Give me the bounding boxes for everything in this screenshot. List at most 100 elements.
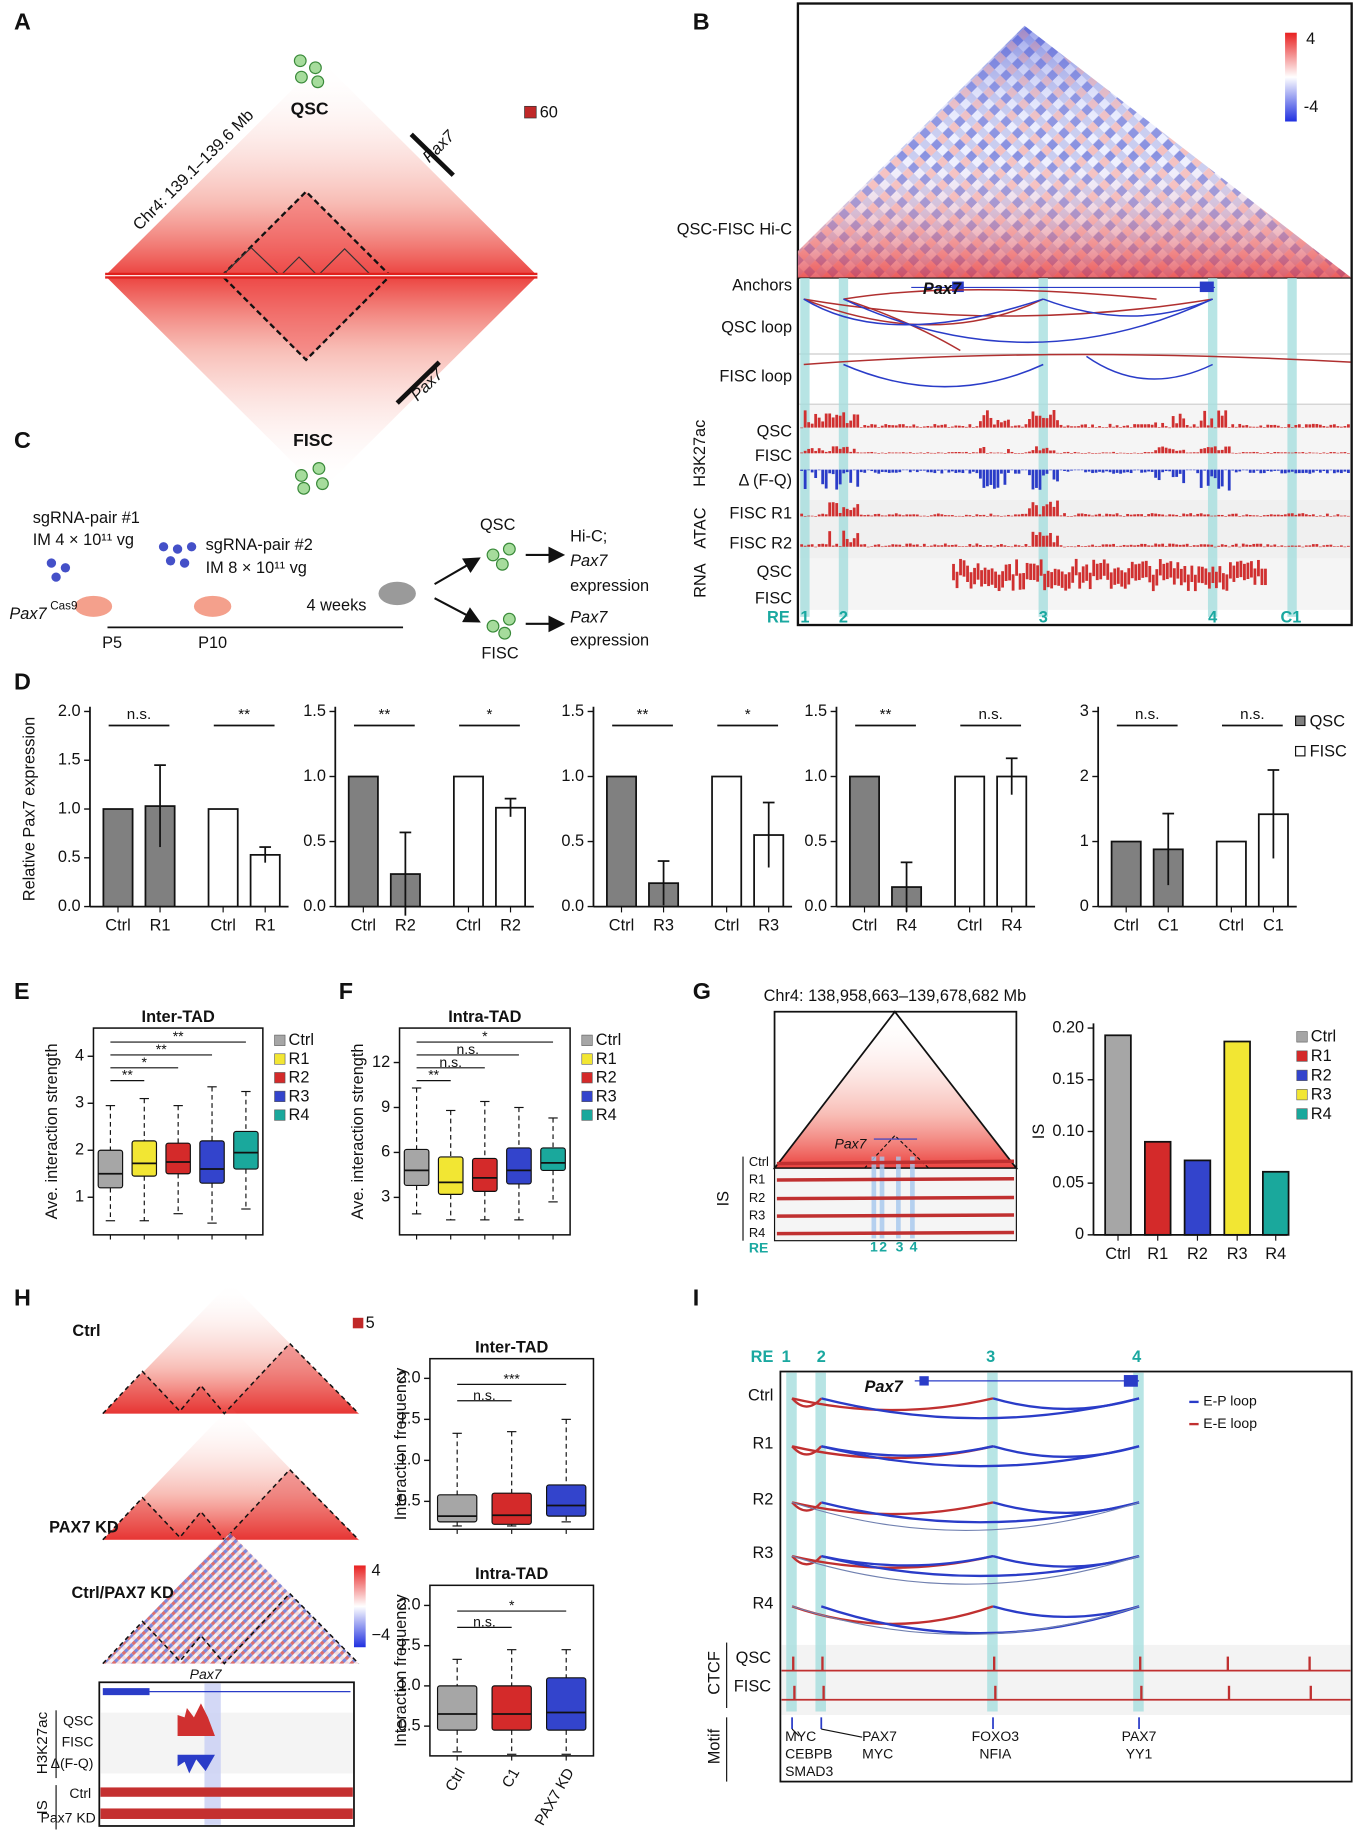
track-signal bbox=[1343, 469, 1347, 472]
track-signal bbox=[1147, 424, 1151, 428]
track-signal bbox=[1280, 545, 1284, 547]
track-signal bbox=[1213, 546, 1217, 548]
label: FISC bbox=[293, 430, 333, 450]
track-signal bbox=[912, 544, 916, 547]
track-signal bbox=[1136, 514, 1140, 517]
significance-label: * bbox=[142, 1054, 148, 1070]
significance-label: ** bbox=[156, 1041, 167, 1057]
track-signal bbox=[982, 546, 986, 547]
legend-swatch bbox=[1296, 1050, 1308, 1062]
track-signal bbox=[1332, 424, 1336, 428]
track-signal bbox=[803, 545, 807, 547]
loop-arc bbox=[791, 1501, 1140, 1531]
label: IS bbox=[34, 1800, 51, 1814]
track-signal bbox=[1336, 426, 1340, 428]
x-tick-label: R1 bbox=[255, 917, 276, 935]
track-signal bbox=[845, 446, 849, 454]
legend-label: Ctrl bbox=[1311, 1028, 1336, 1046]
track-signal bbox=[1182, 469, 1186, 484]
track-signal bbox=[1332, 515, 1336, 517]
track-signal bbox=[1236, 561, 1239, 578]
track-signal bbox=[1052, 410, 1056, 428]
label: Pax7 bbox=[865, 1378, 904, 1396]
track-signal bbox=[1227, 469, 1231, 491]
label: CTCF bbox=[705, 1651, 723, 1695]
track-signal bbox=[1214, 571, 1218, 589]
track-signal bbox=[1283, 452, 1287, 454]
y-tick-label: 3 bbox=[75, 1094, 84, 1112]
track-signal bbox=[933, 452, 937, 454]
track-signal bbox=[1060, 571, 1064, 588]
label: 2 bbox=[817, 1348, 826, 1366]
track-signal bbox=[947, 515, 951, 517]
track-signal bbox=[870, 469, 874, 472]
track-signal bbox=[950, 452, 954, 454]
track-signal bbox=[1241, 452, 1245, 454]
box bbox=[165, 1142, 191, 1175]
track-signal bbox=[1227, 427, 1231, 428]
track-signal bbox=[1140, 452, 1144, 454]
bar bbox=[996, 775, 1028, 908]
track-signal bbox=[1010, 451, 1014, 454]
track-signal bbox=[1304, 514, 1308, 517]
label: 4 bbox=[372, 1562, 381, 1580]
track-signal bbox=[1049, 501, 1052, 517]
track-signal bbox=[1070, 426, 1073, 428]
track-signal bbox=[1008, 564, 1012, 581]
track-signal bbox=[1315, 424, 1319, 428]
track-signal bbox=[1073, 515, 1077, 517]
y-axis-label: Ave. interaction strength bbox=[43, 1043, 61, 1219]
track-signal bbox=[993, 1656, 996, 1671]
label: RE bbox=[751, 1348, 774, 1366]
track-signal bbox=[1204, 568, 1208, 585]
y-tick-label: 0.5 bbox=[398, 1492, 421, 1510]
y-tick-label: 1.5 bbox=[58, 751, 81, 769]
loop-arc bbox=[992, 1397, 1140, 1411]
label: FISC R2 bbox=[729, 535, 792, 553]
track-signal bbox=[1325, 513, 1329, 517]
track-signal bbox=[1045, 535, 1049, 547]
track-signal bbox=[933, 544, 937, 547]
track-signal bbox=[1024, 452, 1028, 454]
track-signal bbox=[831, 469, 835, 475]
track-signal bbox=[870, 424, 874, 428]
label: FISC loop bbox=[719, 368, 792, 386]
track-signal bbox=[1080, 546, 1084, 547]
label: Ctrl bbox=[72, 1322, 100, 1340]
track-signal bbox=[936, 469, 940, 471]
track-signal bbox=[1318, 469, 1322, 473]
track-signal bbox=[1136, 424, 1140, 428]
track-signal bbox=[1255, 452, 1259, 454]
track-signal bbox=[1084, 546, 1087, 547]
track-signal bbox=[1175, 544, 1179, 547]
track-signal bbox=[1080, 513, 1084, 517]
track-signal bbox=[1084, 452, 1087, 454]
track-signal bbox=[859, 544, 863, 547]
track-signal bbox=[957, 425, 961, 428]
track-signal bbox=[866, 469, 870, 471]
label: 4 bbox=[1306, 30, 1315, 48]
track-signal bbox=[1150, 545, 1154, 547]
track-signal bbox=[912, 469, 916, 471]
track-signal bbox=[1241, 515, 1245, 517]
track-signal bbox=[1049, 450, 1052, 454]
track-signal bbox=[1190, 565, 1194, 582]
track-signal bbox=[1346, 515, 1350, 517]
label: Chr4: 138,958,663–139,678,682 Mb bbox=[764, 987, 1027, 1005]
label: 5 bbox=[366, 1314, 375, 1332]
track-signal bbox=[1007, 469, 1010, 473]
track-signal bbox=[1211, 566, 1215, 584]
track-signal bbox=[1182, 544, 1186, 547]
track-signal bbox=[873, 452, 877, 454]
track-signal bbox=[1148, 565, 1152, 583]
track-signal bbox=[936, 452, 940, 454]
track-signal bbox=[1217, 469, 1221, 489]
track-signal bbox=[1157, 469, 1161, 481]
track-signal bbox=[1311, 452, 1315, 454]
y-tick-label: 1.0 bbox=[58, 799, 81, 817]
track-signal bbox=[1266, 469, 1270, 471]
track-signal bbox=[1140, 469, 1144, 473]
track-signal bbox=[891, 425, 895, 428]
track-signal bbox=[1129, 544, 1133, 547]
y-tick-label: 0.0 bbox=[561, 897, 584, 915]
